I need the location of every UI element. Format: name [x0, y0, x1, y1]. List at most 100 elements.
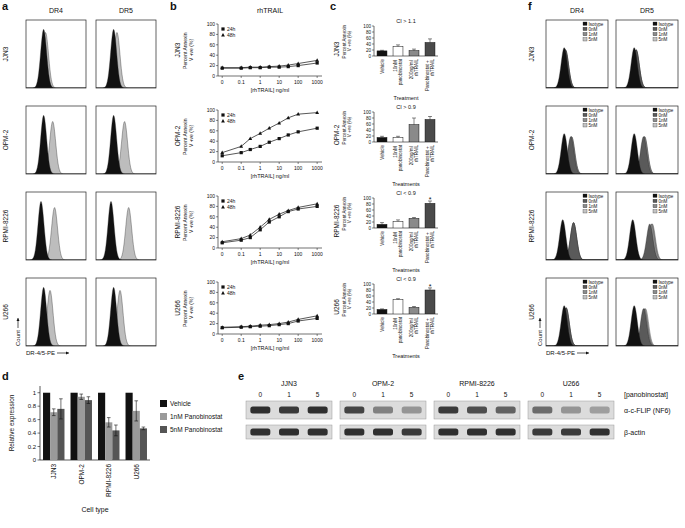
text-line: rhTRAIL [430, 317, 435, 335]
x-tick-label: 1000 [312, 251, 323, 257]
y-tick-label: 40 [209, 310, 215, 316]
bar [409, 125, 419, 142]
y-tick-label: 40 [366, 128, 372, 133]
point [277, 64, 281, 68]
legend-swatch [160, 426, 167, 433]
x-tick-label: 1 [259, 79, 262, 85]
histogram [546, 306, 608, 346]
band [402, 429, 422, 436]
y-tick-label: 40 [209, 138, 215, 144]
histogram [616, 50, 678, 88]
row-label: JJN3 [333, 41, 340, 56]
legend-swatch [160, 413, 167, 420]
row-label: U266 [2, 304, 9, 320]
x-tick-label: 0 [221, 337, 224, 343]
bar [409, 218, 419, 228]
plot-frame [26, 106, 86, 174]
error-bar [107, 418, 111, 427]
plot-frame [616, 20, 678, 88]
bar-group [377, 117, 435, 143]
row-label: OPM-2 [528, 129, 535, 150]
plot-frame [26, 192, 86, 260]
point [278, 137, 281, 140]
panel-letter: a [2, 0, 9, 12]
histogram [26, 290, 86, 346]
legend-swatch [653, 199, 657, 202]
y-tick-label: 0 [368, 54, 371, 59]
point [316, 61, 319, 64]
histogram-group [546, 306, 608, 346]
error-bar [396, 136, 400, 137]
plot-frame [96, 106, 156, 174]
histogram [26, 30, 86, 88]
histogram [546, 50, 608, 88]
y-tick [372, 296, 374, 297]
text-line: rhTRAIL [414, 317, 419, 335]
error-bar [380, 50, 384, 52]
legend-swatch [653, 296, 657, 299]
point [267, 217, 271, 221]
histogram-group [546, 220, 608, 260]
y-tick-label: 80 [209, 203, 215, 209]
point [316, 127, 319, 130]
legend-swatch [583, 22, 587, 25]
legend-label: 5nM [659, 209, 668, 214]
y-tick-label: 60 [209, 128, 215, 134]
y-tick [372, 216, 374, 217]
y-tick [216, 237, 218, 238]
y-tick-label: 100 [363, 196, 371, 201]
y-tick [38, 406, 41, 407]
histogram [546, 137, 608, 174]
x-tick-label: 1 [259, 251, 262, 257]
histogram [616, 224, 678, 260]
y-tick-label: 100 [363, 110, 371, 115]
x-axis [218, 76, 322, 77]
error-line [81, 394, 82, 399]
annotation: CI > 1.1 [396, 18, 415, 24]
blot-strip [528, 401, 614, 419]
error-line [60, 399, 61, 419]
histogram [616, 50, 678, 88]
legend-label: 48h [227, 204, 236, 210]
point [258, 65, 262, 69]
text-line: rhTRAIL [430, 145, 435, 163]
plot-area [96, 106, 156, 174]
legend-label: 1nM Panobinostat [170, 413, 223, 420]
error-cap [79, 399, 83, 400]
legend-swatch [583, 280, 587, 283]
lane-label: 0 [259, 391, 263, 398]
text-line: rhTRAIL [414, 231, 419, 249]
text-line: V +ve (%) [347, 288, 352, 309]
legend-swatch [653, 27, 657, 30]
x-tick-label: 200ng/ml rhTRAIL [409, 231, 419, 252]
y-tick-label: 40 [209, 224, 215, 230]
histogram [546, 220, 608, 260]
point [296, 112, 300, 116]
bar [98, 393, 105, 460]
x-tick-label: OPM-2 [78, 464, 85, 485]
legend-swatch [653, 118, 657, 121]
y-tick [372, 130, 374, 131]
point [267, 126, 271, 130]
y-tick [216, 65, 218, 66]
x-tick-label: 10 [276, 165, 282, 171]
y-tick [216, 151, 218, 152]
x-tick-label: 200ng/ml rhTRAIL [409, 145, 419, 166]
error-cap [52, 408, 56, 409]
arrow-head [17, 318, 20, 321]
point [220, 325, 224, 329]
histogram [26, 202, 86, 260]
lane-label: 1 [569, 391, 573, 398]
histogram [616, 309, 678, 346]
error-bar [87, 397, 91, 404]
annotation: CI < 0.9 [396, 276, 415, 282]
legend-swatch [653, 210, 657, 213]
y-tick [216, 55, 218, 56]
text-line: rhTRAIL [430, 231, 435, 249]
legend-swatch [583, 296, 587, 299]
y-tick-label: 80 [366, 116, 372, 121]
y-tick-label: 60 [366, 208, 372, 213]
lane-label: 1 [381, 391, 385, 398]
point [258, 131, 262, 135]
panel-a: aDR4DR5JJN3OPM-2RPMI-8226U266CountDR-4/5… [2, 0, 156, 356]
